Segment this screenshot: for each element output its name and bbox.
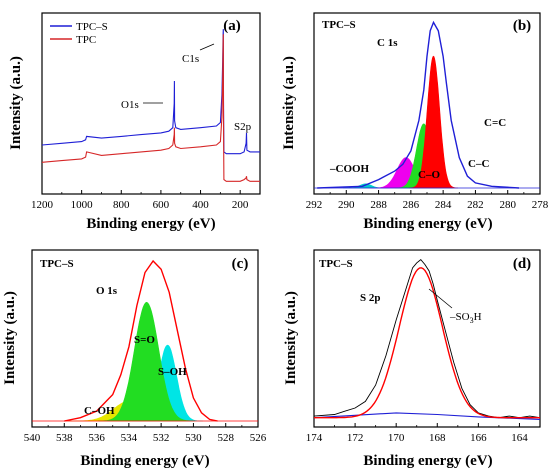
panel-b-xtick-label: 290 <box>338 199 355 211</box>
arrow-so3h <box>428 288 453 309</box>
panel-b-sample-label: TPC–S <box>322 19 356 31</box>
panel-d-xtick-label: 170 <box>388 432 405 444</box>
annotation-so3h: –SO3H <box>449 311 482 325</box>
series-background-line <box>313 412 541 420</box>
panel-a-xlabel: Binding energy (eV) <box>86 216 215 232</box>
panel-d-xlabel: Binding energy (eV) <box>363 453 492 469</box>
panel-b-label: (b) <box>513 18 531 34</box>
panel-c: 540 538 536 534 532 530 528 526 (c) TPC–S O 1s … <box>2 249 267 469</box>
panel-c-sample-label: TPC–S <box>40 258 74 270</box>
panel-a-xtick-label: 1200 <box>31 199 54 211</box>
panel-c-xlabel: Binding energy (eV) <box>80 453 209 469</box>
panel-c-xtick-label: 540 <box>24 432 41 444</box>
panel-b-xtick-label: 292 <box>306 199 323 211</box>
panel-a-xtick-label: 800 <box>113 199 130 211</box>
panel-b: 292 290 288 286 284 282 280 278 (b) TPC–S C 1s … <box>281 12 549 232</box>
panel-b-xtick-label: 280 <box>499 199 516 211</box>
panel-b-envelope-line <box>317 20 520 189</box>
panel-d-xtick-label: 172 <box>347 432 364 444</box>
component-label-s-oh: S–OH <box>158 366 187 378</box>
panel-d-frame <box>313 249 541 428</box>
component-label-c-c-double: C=C <box>484 117 506 129</box>
panel-d-sample-label: TPC–S <box>319 258 353 270</box>
panel-c-ylabel: Intensity (a.u.) <box>2 291 18 385</box>
series-fit-line <box>314 267 540 419</box>
legend-label-tpc: TPC <box>76 34 96 46</box>
panel-d-xtick-label: 166 <box>470 432 487 444</box>
panel-c-region-label: O 1s <box>96 285 118 297</box>
panel-b-ylabel: Intensity (a.u.) <box>281 56 297 150</box>
panel-b-xlabel: Binding energy (eV) <box>363 216 492 232</box>
component-label-cooh: –COOH <box>329 163 370 175</box>
panel-a-xtick-label: 1000 <box>71 199 94 211</box>
panel-d-region-label: S 2p <box>360 292 381 304</box>
panel-c-xtick-label: 538 <box>56 432 73 444</box>
panel-a-xtick-label: 400 <box>192 199 209 211</box>
panel-b-xtick-label: 288 <box>370 199 387 211</box>
panel-d: 174 172 170 168 166 164 (d) TPC–S S 2p –SO3H … <box>283 249 541 469</box>
panel-b-xtick-label: 284 <box>435 199 452 211</box>
panel-b-xtick-label: 282 <box>467 199 484 211</box>
panel-c-xtick-label: 530 <box>185 432 202 444</box>
component-label-c-oh: C–OH <box>84 405 115 417</box>
panel-b-xtick-label: 278 <box>532 199 549 211</box>
annotation-s2p: S2p <box>234 121 252 133</box>
panel-d-label: (d) <box>513 256 531 272</box>
panel-c-xtick-label: 536 <box>88 432 105 444</box>
panel-d-ylabel: Intensity (a.u.) <box>283 291 299 385</box>
panel-a-label: (a) <box>223 18 241 34</box>
panel-d-xtick-label: 174 <box>306 432 323 444</box>
panel-c-label: (c) <box>232 256 249 272</box>
panel-a-ylabel: Intensity (a.u.) <box>8 56 24 150</box>
panel-c-xtick-label: 534 <box>121 432 138 444</box>
panel-d-xtick-label: 164 <box>511 432 528 444</box>
panel-d-xtick-label: 168 <box>429 432 446 444</box>
series-tpc-s-line <box>41 29 260 155</box>
series-tpc-line <box>41 34 260 182</box>
panel-c-xtick-label: 532 <box>153 432 170 444</box>
component-label-s-o: S=O <box>134 334 155 346</box>
panel-b-region-label: C 1s <box>377 37 398 49</box>
panel-b-xtick-label: 286 <box>403 199 420 211</box>
component-fill-s-o <box>98 301 196 422</box>
panel-a: 1200 1000 800 600 400 200 (a) TPC–S TPC C1s O… <box>8 12 261 232</box>
panel-c-xtick-label: 526 <box>250 432 267 444</box>
panel-a-frame <box>41 12 261 195</box>
arrow-c1s <box>199 43 215 51</box>
panel-a-xtick-label: 200 <box>232 199 249 211</box>
panel-c-envelope-line <box>64 259 218 422</box>
component-fill-c-c-double <box>408 55 459 189</box>
annotation-o1s: O1s <box>121 99 139 111</box>
component-label-c-c: C–C <box>468 158 489 170</box>
component-label-c-o: C–O <box>418 169 440 181</box>
series-raw-line <box>313 258 541 419</box>
panel-c-xtick-label: 528 <box>217 432 234 444</box>
legend-label-tpc-s: TPC–S <box>76 21 108 33</box>
annotation-c1s: C1s <box>182 53 199 65</box>
panel-a-xtick-label: 600 <box>153 199 170 211</box>
